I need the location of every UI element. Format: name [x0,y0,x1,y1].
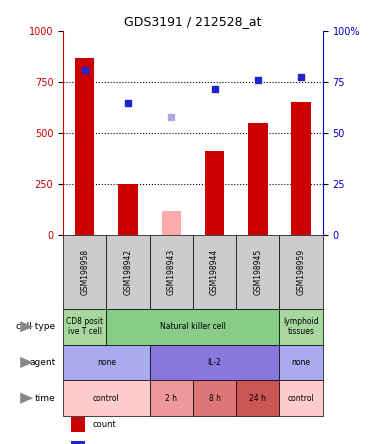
FancyBboxPatch shape [63,381,150,416]
FancyBboxPatch shape [236,381,279,416]
FancyBboxPatch shape [279,235,323,309]
Bar [161,211,181,235]
Polygon shape [20,357,33,368]
FancyBboxPatch shape [193,235,236,309]
FancyBboxPatch shape [63,235,106,309]
FancyBboxPatch shape [193,381,236,416]
Text: CD8 posit
ive T cell: CD8 posit ive T cell [66,317,103,337]
FancyBboxPatch shape [150,381,193,416]
Text: count: count [93,420,117,429]
Text: GSM198943: GSM198943 [167,249,176,295]
Bar [75,58,95,235]
Text: lymphoid
tissues: lymphoid tissues [283,317,319,337]
Text: none: none [97,358,116,367]
Text: GSM198944: GSM198944 [210,249,219,295]
Text: Natural killer cell: Natural killer cell [160,322,226,331]
Bar [248,123,267,235]
FancyBboxPatch shape [236,235,279,309]
FancyBboxPatch shape [71,441,85,444]
FancyBboxPatch shape [63,345,150,381]
Polygon shape [20,392,33,404]
Text: GSM198942: GSM198942 [124,249,132,295]
FancyBboxPatch shape [106,235,150,309]
Text: 8 h: 8 h [209,394,221,403]
Text: GSM198959: GSM198959 [297,249,306,295]
FancyBboxPatch shape [63,309,106,345]
FancyBboxPatch shape [150,235,193,309]
Text: 2 h: 2 h [165,394,177,403]
Bar [291,102,311,235]
Text: agent: agent [29,358,55,367]
Text: time: time [35,394,55,403]
Text: cell type: cell type [16,322,55,331]
Polygon shape [20,321,33,332]
Text: none: none [292,358,311,367]
Bar [118,184,138,235]
FancyBboxPatch shape [279,345,323,381]
Bar [205,151,224,235]
Text: control: control [288,394,315,403]
Text: 24 h: 24 h [249,394,266,403]
FancyBboxPatch shape [279,309,323,345]
Text: GSM198958: GSM198958 [80,249,89,295]
FancyBboxPatch shape [71,416,85,432]
FancyBboxPatch shape [106,309,279,345]
Text: GSM198945: GSM198945 [253,249,262,295]
Text: IL-2: IL-2 [208,358,221,367]
FancyBboxPatch shape [150,345,279,381]
Title: GDS3191 / 212528_at: GDS3191 / 212528_at [124,16,262,28]
Text: control: control [93,394,120,403]
FancyBboxPatch shape [279,381,323,416]
